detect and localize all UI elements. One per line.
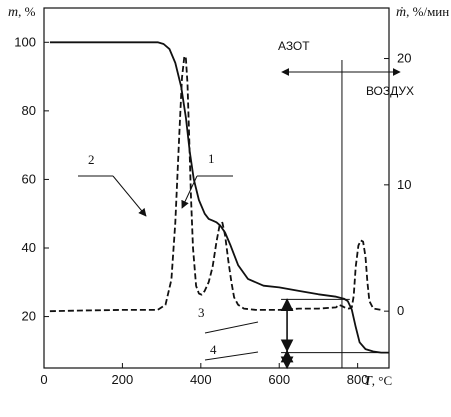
air-label: ВОЗДУХ [366,84,414,98]
leader-line-1 [181,175,198,209]
y-right-tick-label: 20 [397,51,411,66]
plot-frame [43,7,390,369]
x-tick-label: 600 [268,372,290,387]
x-tick-label: 400 [190,372,212,387]
y-left-tick-label: 40 [22,240,36,255]
curve-label-4: 4 [210,342,217,357]
x-tick-label: 0 [40,372,47,387]
leader-line-2 [112,175,147,217]
x-tick-label: 200 [112,372,134,387]
y-left-axis-title: m, % [8,4,36,20]
curve-label-1: 1 [208,151,215,166]
y-right-axis-title: ṁ, %/мин [396,4,449,20]
mass-curve-line [49,41,389,354]
y-left-tick-label: 20 [22,309,36,324]
y-right-tick-label: 10 [397,177,411,192]
y-left-tick-label: 60 [22,171,36,186]
y-right-tick-label: 0 [397,303,404,318]
x-tick-label: 800 [347,372,369,387]
x-axis-title: T, °C [364,373,392,389]
leader-line-4 [204,351,259,361]
curve-label-3: 3 [198,305,205,320]
y-left-tick-label: 80 [22,103,36,118]
y-left-tick-label: 100 [14,34,36,49]
curve-label-2: 2 [88,152,95,167]
nitrogen-label: АЗОТ [278,39,310,53]
rate-curve-line [49,55,382,313]
leader-line-3 [204,321,259,334]
